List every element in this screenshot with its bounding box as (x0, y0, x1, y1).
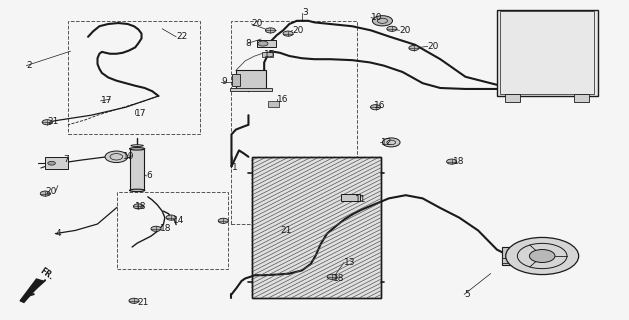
Circle shape (218, 218, 228, 223)
Text: 13: 13 (344, 258, 355, 267)
Circle shape (283, 31, 293, 36)
Circle shape (42, 120, 52, 125)
Circle shape (258, 41, 268, 46)
Text: 18: 18 (333, 274, 345, 283)
Text: FR.: FR. (38, 267, 55, 282)
Text: 2: 2 (26, 61, 32, 70)
Bar (574, 94, 589, 102)
Text: 21: 21 (47, 117, 58, 126)
Circle shape (265, 28, 276, 33)
Text: 20: 20 (292, 26, 304, 35)
Text: 16: 16 (277, 95, 288, 104)
Circle shape (105, 151, 128, 163)
Text: 12: 12 (381, 138, 392, 147)
Circle shape (129, 298, 139, 303)
Bar (230, 88, 272, 91)
Bar (236, 70, 266, 90)
Text: 20: 20 (399, 26, 411, 35)
Ellipse shape (130, 189, 145, 192)
Bar (502, 258, 538, 263)
Bar (68, 21, 200, 134)
Bar (505, 94, 520, 102)
Bar (117, 192, 228, 269)
Bar (231, 21, 357, 224)
Circle shape (166, 215, 176, 220)
Bar (130, 149, 144, 190)
Bar (262, 52, 273, 57)
Bar (502, 247, 535, 265)
Bar (268, 101, 279, 107)
Text: 6: 6 (147, 172, 152, 180)
Circle shape (48, 161, 55, 165)
Circle shape (40, 191, 50, 196)
Text: 4: 4 (55, 229, 61, 238)
Text: 3: 3 (302, 8, 308, 17)
Text: 18: 18 (453, 157, 464, 166)
Ellipse shape (130, 148, 145, 150)
Text: 18: 18 (160, 224, 172, 233)
Text: 9: 9 (221, 77, 227, 86)
Circle shape (530, 250, 555, 262)
Text: 1: 1 (231, 164, 237, 172)
Text: 22: 22 (176, 32, 187, 41)
Text: 18: 18 (135, 202, 147, 211)
Text: 20: 20 (428, 42, 439, 51)
Bar (497, 10, 598, 96)
Text: 17: 17 (135, 109, 147, 118)
Circle shape (327, 274, 337, 279)
Circle shape (506, 237, 579, 275)
Text: 7: 7 (63, 156, 69, 164)
Text: 20: 20 (45, 188, 57, 196)
Bar (500, 11, 594, 94)
Bar (341, 194, 360, 201)
Circle shape (370, 105, 381, 110)
Text: 21: 21 (280, 226, 291, 235)
Polygon shape (20, 279, 43, 302)
Text: 8: 8 (245, 39, 251, 48)
Bar (252, 157, 381, 298)
Text: 20: 20 (252, 20, 263, 28)
Circle shape (151, 226, 161, 231)
Text: 15: 15 (264, 50, 276, 59)
Text: 10: 10 (371, 13, 382, 22)
Bar (45, 157, 68, 169)
Bar (252, 157, 381, 298)
Circle shape (447, 159, 457, 164)
Circle shape (387, 26, 397, 31)
Circle shape (372, 16, 392, 26)
Text: 21: 21 (137, 298, 148, 307)
Text: 17: 17 (101, 96, 112, 105)
Circle shape (409, 45, 419, 51)
Circle shape (133, 204, 143, 209)
Ellipse shape (131, 145, 143, 147)
Text: 5: 5 (464, 290, 470, 299)
Bar (257, 40, 276, 47)
Text: 14: 14 (173, 216, 184, 225)
Text: 11: 11 (355, 196, 367, 204)
Circle shape (382, 138, 400, 147)
Text: 16: 16 (374, 101, 386, 110)
Bar (232, 74, 240, 86)
Text: 19: 19 (123, 152, 134, 161)
